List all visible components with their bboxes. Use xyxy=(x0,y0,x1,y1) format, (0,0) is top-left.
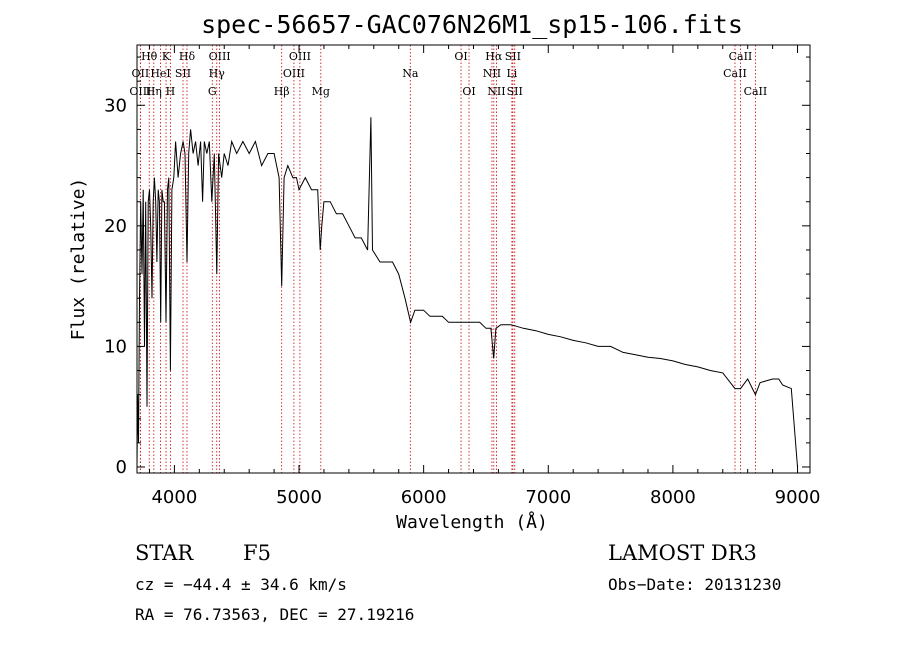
line-marker-label-1: OII xyxy=(132,67,150,80)
line-marker-label-22: SII xyxy=(505,50,521,63)
line-marker-label-3: Hη xyxy=(146,85,162,98)
line-marker-label-7: SII xyxy=(175,67,191,80)
line-marker-label-9: OIII xyxy=(209,50,231,63)
x-tick-label-2: 6000 xyxy=(401,487,447,508)
line-marker-label-18: OI xyxy=(462,85,475,98)
x-tick-label-3: 7000 xyxy=(525,487,571,508)
y-axis-label: Flux (relative) xyxy=(68,178,89,341)
line-marker-label-11: G xyxy=(208,85,217,98)
line-marker-label-26: CaII xyxy=(723,67,747,80)
line-marker-label-14: Hβ xyxy=(274,85,290,98)
line-marker-label-4: HeI xyxy=(150,67,170,80)
y-tick-label-0: 0 xyxy=(116,457,127,478)
x-tick-label-4: 8000 xyxy=(650,487,696,508)
object-class: STAR xyxy=(135,541,194,565)
line-marker-lines xyxy=(139,45,756,473)
line-marker-label-17: OI xyxy=(454,50,467,63)
line-marker-label-23: Li xyxy=(506,67,517,80)
line-marker-label-21: NII xyxy=(487,85,505,98)
redshift-cz: cz = −44.4 ± 34.6 km/s xyxy=(135,575,347,594)
line-marker-label-19: Hα xyxy=(485,50,503,63)
line-marker-label-2: OIII xyxy=(129,85,151,98)
line-marker-label-0: Hθ xyxy=(141,50,158,63)
line-marker-label-6: H xyxy=(166,85,176,98)
line-marker-label-12: OIII xyxy=(289,50,311,63)
observation-date: Obs−Date: 20131230 xyxy=(608,575,781,594)
line-marker-label-25: CaII xyxy=(729,50,753,63)
y-tick-label-2: 20 xyxy=(104,216,127,237)
y-tick-label-3: 30 xyxy=(104,95,127,116)
x-tick-label-0: 4000 xyxy=(151,487,197,508)
line-marker-label-10: Hγ xyxy=(209,67,226,80)
line-marker-label-20: NII xyxy=(483,67,501,80)
line-marker-label-24: SII xyxy=(507,85,523,98)
x-axis-ticks: 4000 5000 6000 7000 8000 9000 xyxy=(148,45,821,508)
line-marker-label-8: Hδ xyxy=(179,50,196,63)
line-marker-label-5: K xyxy=(162,50,171,63)
line-marker-label-27: CaII xyxy=(744,85,768,98)
line-marker-label-13: OIII xyxy=(283,67,305,80)
ra-dec: RA = 76.73563, DEC = 27.19216 xyxy=(135,605,414,624)
line-marker-label-16: Na xyxy=(402,67,419,80)
chart-title: spec-56657-GAC076N26M1_sp15-106.fits xyxy=(201,10,743,39)
object-subclass: F5 xyxy=(243,541,271,565)
spectrum-line xyxy=(136,117,798,468)
line-marker-label-15: Mg xyxy=(312,85,330,98)
x-axis-label: Wavelength (Å) xyxy=(396,511,548,533)
x-tick-label-1: 5000 xyxy=(276,487,322,508)
plot-frame xyxy=(136,44,811,474)
survey-name: LAMOST DR3 xyxy=(608,541,757,565)
y-axis-ticks: 0 10 20 30 xyxy=(104,56,810,478)
x-tick-label-5: 9000 xyxy=(775,487,821,508)
y-tick-label-1: 10 xyxy=(104,336,127,357)
